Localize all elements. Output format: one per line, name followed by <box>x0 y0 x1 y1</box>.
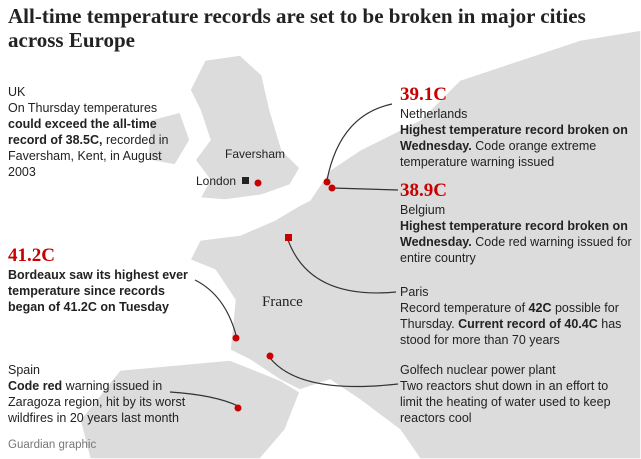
annotation-text: possible for Thursday. <box>400 301 619 331</box>
annotation-text: recorded in Faversham, Kent, in August 2… <box>8 133 169 179</box>
annotation: Paris Record temperature of 42C possible … <box>400 284 632 348</box>
annotation-heading: Paris <box>400 285 429 299</box>
annotation-text: could exceed the all-time record of 38.5… <box>8 117 157 147</box>
map-label: Faversham <box>225 147 285 161</box>
annotation: 41.2C Bordeaux saw its highest ever tempe… <box>8 245 198 315</box>
annotation-heading: Spain <box>8 363 40 377</box>
map-label: London <box>196 174 236 188</box>
annotation-heading: UK <box>8 85 26 99</box>
land <box>79 29 641 459</box>
connectors <box>169 103 399 407</box>
annotation-text: Record temperature of <box>400 301 526 315</box>
map-label: France <box>262 294 303 310</box>
annotation-text: Code red warning issued for entire count… <box>400 235 632 265</box>
london-marker <box>242 177 249 184</box>
annotation: 39.1C Netherlands Highest temperature reco… <box>400 84 632 170</box>
annotation-text: Highest temperature record broken on Wed… <box>400 219 628 249</box>
record-value: 41.2C <box>8 245 55 266</box>
record-value: 39.1C <box>400 84 447 105</box>
annotation-text: Code red <box>8 379 63 393</box>
annotation-text: Two reactors shut down in an effort to l… <box>400 379 611 425</box>
footer: Guardian graphic <box>8 439 97 451</box>
annotation-text: warning issued in Zaragoza region, hit b… <box>8 379 186 425</box>
annotation: 38.9C Belgium Highest temperature record b… <box>400 180 632 266</box>
annotation-text: Code orange extreme temperature warning … <box>400 139 597 169</box>
annotation-text: Bordeaux saw its highest ever temperatur… <box>8 268 188 314</box>
annotation-text: has stood for more than 70 years <box>400 317 622 347</box>
markers <box>232 178 336 412</box>
annotation: Spain Code red warning issued in Zaragoza… <box>8 362 188 426</box>
annotation-heading: Golfech nuclear power plant <box>400 363 556 377</box>
annotation-text: Highest temperature record broken on Wed… <box>400 123 628 153</box>
annotation-heading: Belgium <box>400 203 446 217</box>
record-value: 38.9C <box>400 180 447 201</box>
title: All-time temperature records are set to … <box>8 4 586 52</box>
annotation-text: 42C <box>528 301 552 315</box>
annotation-text: On Thursday temperatures <box>8 101 158 115</box>
annotation-text: Current record of 40.4C <box>458 317 598 331</box>
annotation-heading: Netherlands <box>400 107 468 121</box>
annotation: Golfech nuclear power plant Two reactors … <box>400 362 632 426</box>
annotation: UK On Thursday temperatures could exceed … <box>8 84 188 180</box>
